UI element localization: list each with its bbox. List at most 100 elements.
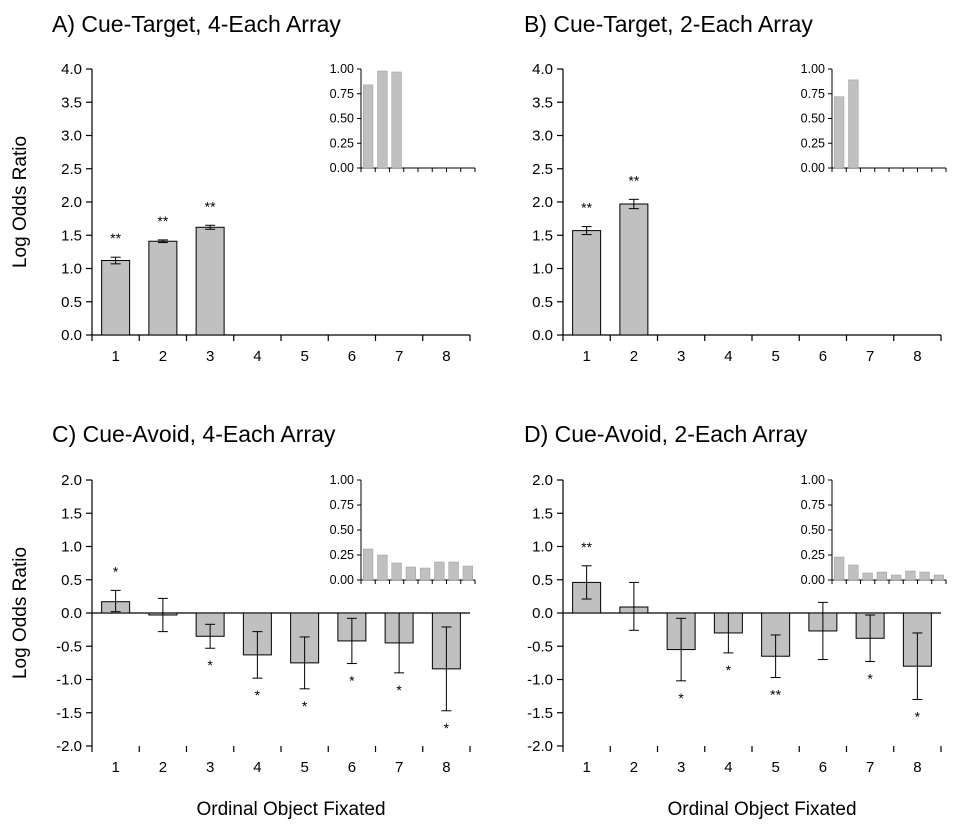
inset-y-tick-label: 0.50: [801, 523, 825, 537]
y-tick-label: 1.5: [532, 227, 553, 244]
x-tick-label: 6: [819, 348, 827, 365]
inset-bar: [391, 71, 402, 169]
x-tick-label: 3: [206, 759, 214, 776]
y-tick-label: 2.0: [532, 194, 553, 211]
panel-a: A) Cue-Target, 4-Each Array 0.0 0.5 1.0 1.5 2…: [52, 11, 476, 365]
inset-bar: [862, 572, 873, 581]
significance-marker: **: [205, 198, 216, 214]
inset-y-tick-label: 0.50: [330, 523, 354, 537]
y-tick-label: 2.5: [532, 161, 553, 178]
inset-y-tick-label: 1.00: [801, 62, 825, 76]
y-tick-label: 1.0: [532, 539, 553, 556]
inset-bar: [363, 548, 374, 581]
y-tick-label: 3.0: [532, 128, 553, 145]
bar: [572, 230, 602, 336]
inset-bar: [405, 566, 416, 581]
y-tick-label: 0.5: [532, 294, 553, 311]
significance-marker: *: [113, 563, 119, 579]
y-tick-label: 3.0: [61, 128, 82, 145]
y-tick-label: 4.0: [61, 61, 82, 78]
inset-chart: 0.00 0.25 0.50 0.75 1.00: [330, 62, 476, 175]
x-tick-label: 3: [677, 348, 685, 365]
x-tick-label: 1: [111, 348, 119, 365]
y-axis-label-top: Log Odds Ratio: [10, 136, 31, 268]
x-tick-label: 7: [395, 348, 403, 365]
inset-chart: 0.00 0.25 0.50 0.75 1.00: [330, 473, 476, 587]
inset-y-tick-label: 0.00: [801, 161, 825, 175]
x-tick-label: 4: [253, 348, 261, 365]
y-tick-label: 2.5: [61, 161, 82, 178]
inset-y-tick-label: 0.75: [801, 498, 825, 512]
inset-bar: [919, 571, 930, 581]
y-tick-label: 2.0: [61, 472, 82, 489]
inset-bar: [834, 96, 845, 169]
y-tick-label: 1.0: [61, 539, 82, 556]
significance-marker: *: [396, 682, 402, 698]
inset-bar: [448, 561, 459, 581]
bar: [619, 203, 649, 336]
y-tick-label: -1.0: [56, 672, 82, 689]
x-tick-label: 6: [348, 348, 356, 365]
inset-bar: [905, 570, 916, 581]
significance-marker: *: [349, 673, 355, 689]
significance-marker: *: [915, 708, 921, 724]
inset-bar: [434, 561, 445, 581]
y-tick-label: 3.5: [61, 94, 82, 111]
panels: A) Cue-Target, 4-Each Array 0.0 0.5 1.0 1.5 2…: [52, 11, 947, 776]
x-tick-label: 7: [395, 759, 403, 776]
y-tick-label: -0.5: [56, 638, 82, 655]
x-tick-label: 2: [630, 759, 638, 776]
y-tick-label: 1.5: [61, 227, 82, 244]
bar: [101, 260, 131, 336]
x-tick-label: 8: [442, 759, 450, 776]
x-tick-label: 2: [159, 348, 167, 365]
inset-bar: [876, 571, 887, 581]
x-tick-label: 6: [819, 759, 827, 776]
inset-bar: [933, 574, 944, 581]
inset-chart: 0.00 0.25 0.50 0.75 1.00: [801, 62, 947, 175]
inset-y-tick-label: 0.25: [330, 136, 354, 150]
y-axis-label-bottom: Log Odds Ratio: [10, 547, 31, 679]
inset-bar: [848, 79, 859, 169]
inset-y-tick-label: 0.75: [801, 87, 825, 101]
panel-title: B) Cue-Target, 2-Each Array: [524, 11, 813, 37]
significance-marker: *: [302, 698, 308, 714]
panel-title: A) Cue-Target, 4-Each Array: [52, 11, 341, 37]
x-tick-label: 1: [582, 759, 590, 776]
significance-marker: **: [157, 213, 168, 229]
inset-y-tick-label: 0.00: [330, 161, 354, 175]
y-tick-label: 2.0: [61, 194, 82, 211]
inset-bar: [462, 565, 473, 581]
y-tick-label: 2.0: [532, 472, 553, 489]
panel-c: C) Cue-Avoid, 4-Each Array -2.0 -1.5 -1.0 -0…: [52, 421, 476, 776]
y-tick-label: -1.5: [56, 705, 82, 722]
bar: [148, 240, 178, 336]
y-tick-label: -1.5: [527, 705, 553, 722]
x-tick-label: 3: [677, 759, 685, 776]
inset-bar: [834, 556, 845, 581]
inset-bar: [377, 70, 388, 169]
inset-y-tick-label: 0.75: [330, 498, 354, 512]
x-tick-label: 8: [442, 348, 450, 365]
inset-chart: 0.00 0.25 0.50 0.75 1.00: [801, 473, 947, 587]
inset-y-tick-label: 0.00: [801, 573, 825, 587]
significance-marker: *: [444, 720, 450, 736]
inset-y-tick-label: 0.25: [801, 136, 825, 150]
significance-marker: *: [726, 662, 732, 678]
y-tick-label: 0.0: [61, 327, 82, 344]
y-tick-label: 0.0: [532, 605, 553, 622]
x-tick-label: 2: [159, 759, 167, 776]
panel-b: B) Cue-Target, 2-Each Array 0.0 0.5 1.0 1.5 2…: [524, 11, 947, 365]
inset-y-tick-label: 0.25: [330, 548, 354, 562]
x-tick-label: 4: [253, 759, 261, 776]
y-tick-label: 1.0: [532, 261, 553, 278]
significance-marker: **: [628, 172, 639, 188]
x-tick-label: 3: [206, 348, 214, 365]
x-tick-label: 8: [913, 759, 921, 776]
inset-bar: [363, 84, 374, 169]
inset-y-tick-label: 1.00: [801, 473, 825, 487]
y-tick-label: 1.0: [61, 261, 82, 278]
significance-marker: *: [255, 687, 261, 703]
x-tick-label: 5: [771, 759, 779, 776]
